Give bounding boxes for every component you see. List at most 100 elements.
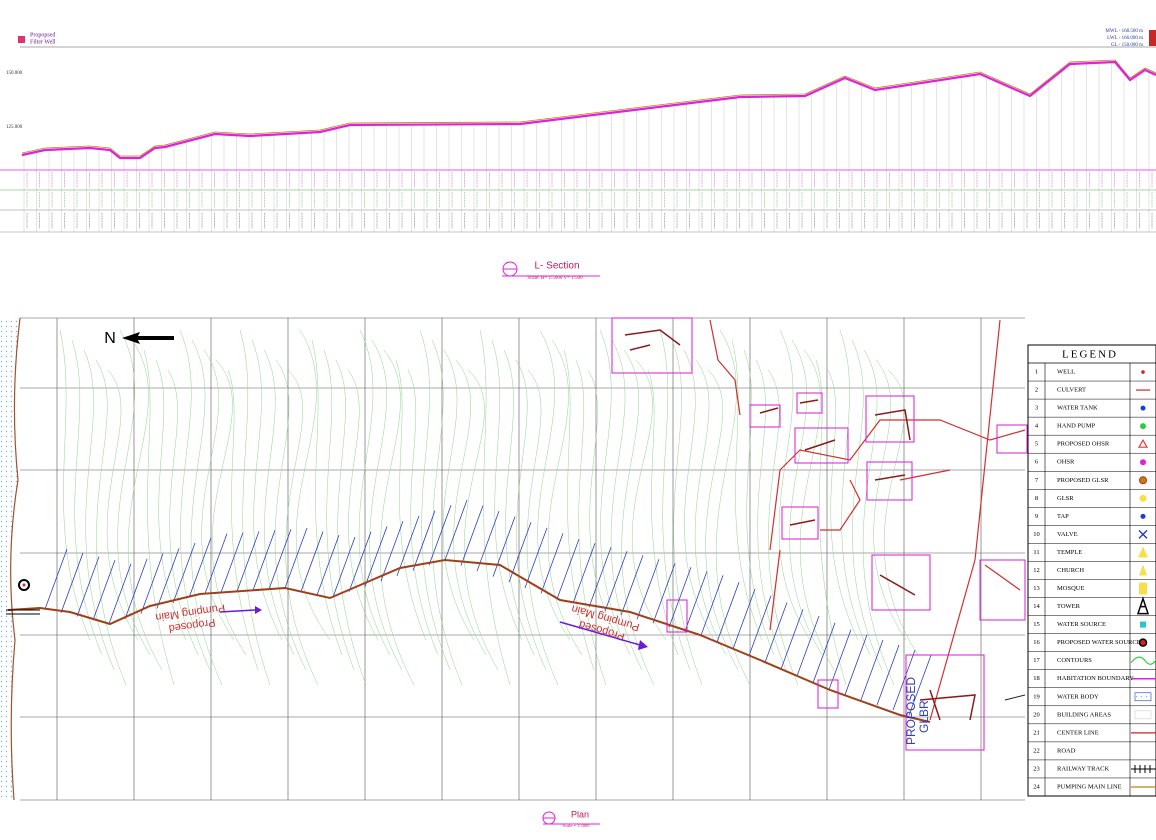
contour (683, 349, 715, 641)
filter-well-label: Filter Well (30, 39, 56, 45)
tank-icon (1149, 30, 1156, 46)
river-bank (10, 317, 21, 801)
contour (491, 339, 523, 641)
legend-symbol (1134, 692, 1152, 702)
chainage-tick (380, 521, 404, 582)
legend-symbol (1140, 513, 1146, 519)
water-body (0, 318, 20, 800)
contour (647, 369, 679, 656)
habitation (979, 559, 1026, 621)
label: PROPOSED (904, 677, 918, 745)
legend-symbol (1141, 370, 1145, 374)
water-source (18, 579, 30, 591)
contour (563, 349, 595, 671)
chainage-tick (700, 575, 724, 636)
legend-title: LEGEND (1062, 349, 1118, 361)
contour (526, 369, 559, 686)
flow-arrow (255, 606, 262, 614)
contour (59, 329, 91, 641)
chainage-tick (620, 555, 644, 616)
contour (778, 329, 811, 641)
chainage-tick (908, 655, 932, 716)
chainage-tick (524, 527, 548, 588)
legend-item: ROAD (1057, 747, 1076, 754)
legend-item: CONTOURS (1057, 657, 1092, 664)
contour (515, 359, 547, 671)
contour (743, 349, 775, 656)
habitation (794, 427, 849, 464)
contour (335, 359, 367, 686)
chainage-tick (252, 530, 276, 591)
water-source (22, 583, 26, 587)
chainage-tick (396, 515, 420, 576)
legend: LEGEND 1 WELL 2 CULVERT 3 WATER TANK 4 HAND PUM… (1027, 344, 1156, 797)
legend-symbol (1136, 596, 1150, 615)
chainage-tick (636, 559, 660, 620)
chainage-tick (188, 537, 212, 598)
chainage-tick (748, 595, 772, 656)
habitation (749, 404, 781, 428)
chainage-tick (828, 629, 852, 690)
legend-item: OHSR (1057, 459, 1075, 466)
axis-label: 125.000 (6, 125, 23, 130)
legend-item: TAP (1057, 513, 1069, 520)
contour (143, 349, 175, 686)
contour (311, 339, 343, 656)
chainage-tick (268, 528, 292, 590)
legend-symbol (1140, 621, 1146, 628)
plan-scale: Scale = 1:5000 (562, 823, 590, 828)
legend-number: 15 (1033, 621, 1040, 628)
chainage-tick (444, 499, 468, 561)
contour (851, 339, 883, 671)
contour (419, 329, 451, 671)
contour (106, 369, 139, 641)
chainage-tick (60, 552, 84, 613)
legend-number: 22 (1033, 747, 1040, 754)
legend-number: 11 (1033, 549, 1039, 556)
habitation (796, 392, 823, 414)
legend-number: 4 (1035, 423, 1039, 430)
chainage-tick (156, 548, 180, 609)
contour (463, 369, 499, 671)
pipe-profile (21, 60, 1156, 160)
level-label: MWL - 168.500 m (1105, 29, 1143, 34)
chainage-tick (204, 533, 228, 594)
legend-item: PROPOSED WATER SOURCE (1057, 639, 1141, 646)
north-arrow (122, 332, 174, 344)
contour (621, 349, 655, 686)
contour (442, 349, 475, 641)
legend-symbol (1139, 476, 1147, 485)
legend-symbol (1140, 423, 1146, 430)
chainage-tick (44, 549, 68, 610)
legend-number: 1 (1035, 369, 1038, 376)
legend-item: WATER TANK (1057, 405, 1098, 412)
contour (599, 329, 631, 656)
legend-item: CULVERT (1057, 387, 1086, 394)
contour (285, 369, 319, 686)
chainage-tick (652, 563, 676, 624)
contour (799, 349, 835, 671)
contour (755, 359, 787, 671)
chainage-tick (284, 527, 308, 589)
legend-symbol (1131, 764, 1156, 773)
contour (789, 339, 823, 656)
chainage-tick (300, 531, 324, 592)
contour (503, 349, 535, 656)
contour (694, 359, 727, 656)
contour (731, 339, 763, 641)
chainage-tick (140, 553, 164, 614)
chainage-tick (492, 516, 516, 577)
legend-symbol (1138, 529, 1148, 539)
habitation (611, 317, 693, 374)
legend-item: HABITATION BOUNDARY (1057, 675, 1134, 682)
legend-item: PROPOSED OHSR (1057, 441, 1110, 448)
filter-well-label: Propopsed (30, 32, 55, 38)
flow-arrow (638, 640, 648, 650)
legend-number: 23 (1033, 765, 1040, 772)
habitation (781, 506, 819, 540)
contour (537, 329, 571, 641)
contour (71, 339, 103, 656)
chainage-ticks (44, 499, 932, 716)
legend-number: 14 (1033, 603, 1040, 610)
legend-number: 17 (1033, 657, 1040, 664)
